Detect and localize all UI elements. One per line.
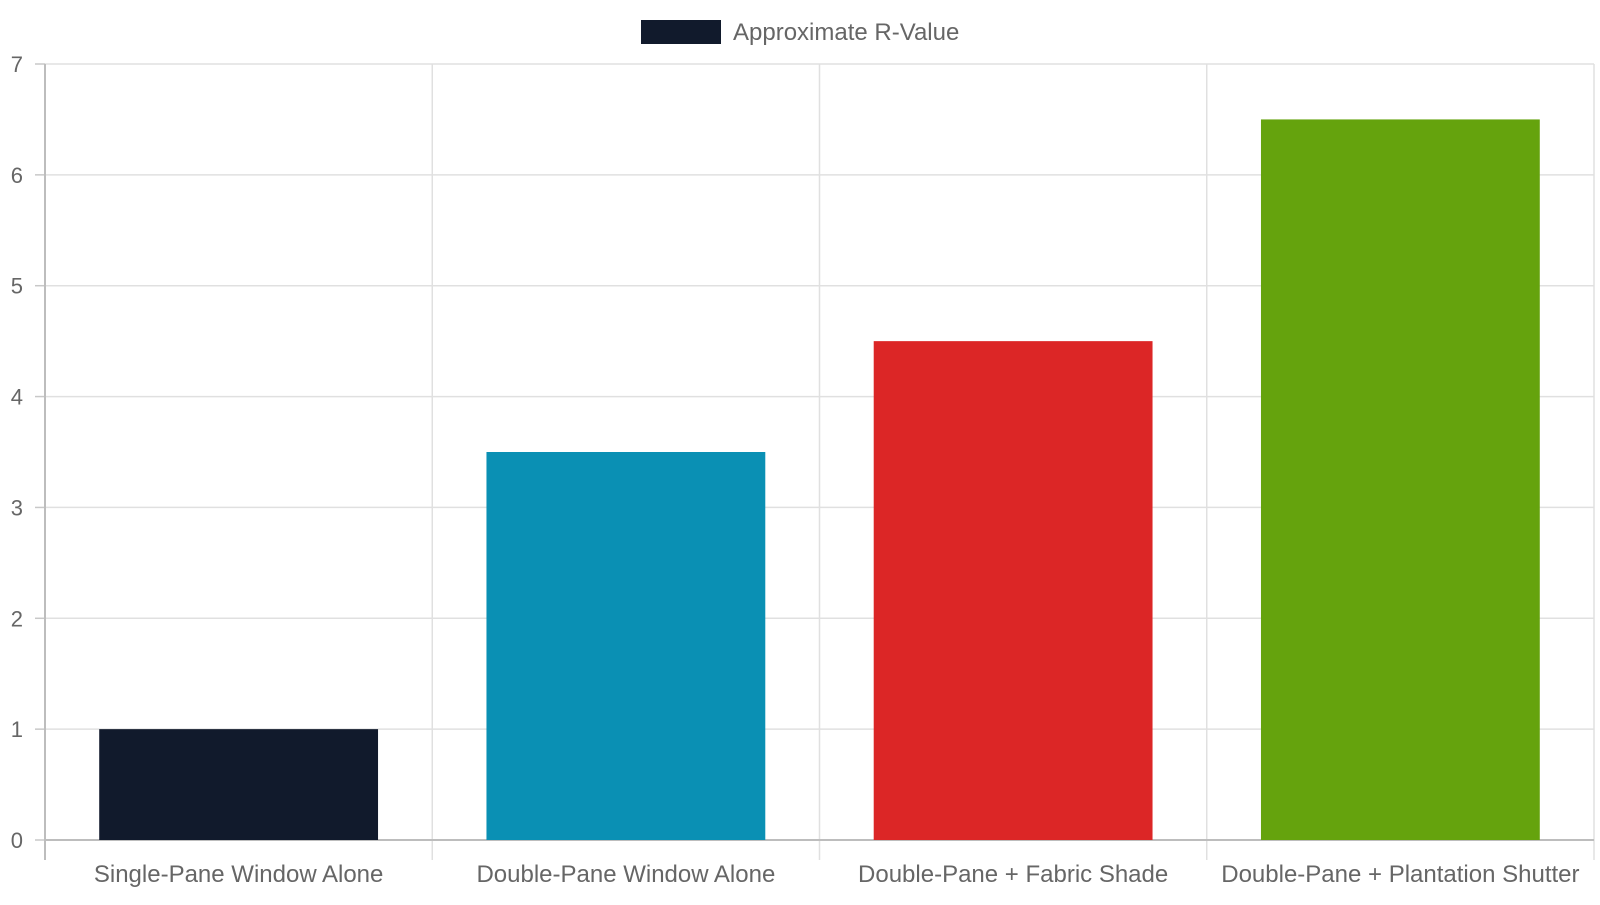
legend-swatch: [641, 20, 721, 44]
legend[interactable]: Approximate R-Value: [641, 19, 959, 46]
bars: [99, 119, 1540, 840]
x-tick-label: Single-Pane Window Alone: [94, 861, 384, 888]
y-tick-label: 1: [11, 717, 23, 742]
bar[interactable]: [99, 729, 379, 840]
legend-label: Approximate R-Value: [733, 19, 959, 46]
y-tick-label: 5: [11, 274, 23, 299]
y-tick-label: 4: [11, 385, 23, 410]
x-axis-tick-labels: Single-Pane Window Alone Double-Pane Wind…: [94, 861, 1580, 888]
x-tick-label: Double-Pane + Plantation Shutter: [1221, 861, 1579, 888]
x-tick-label: Double-Pane + Fabric Shade: [858, 861, 1168, 888]
y-tick-label: 3: [11, 495, 23, 520]
y-tick-label: 2: [11, 606, 23, 631]
y-axis-tick-labels: 0 1 2 3 4 5 6 7: [11, 52, 23, 853]
bar[interactable]: [873, 341, 1153, 840]
bar[interactable]: [486, 452, 766, 840]
gridlines: [45, 63, 1595, 860]
y-tick-label: 6: [11, 163, 23, 188]
y-tick-label: 7: [11, 52, 23, 77]
y-tick-label: 0: [11, 828, 23, 853]
x-tick-label: Double-Pane Window Alone: [476, 861, 775, 888]
bar[interactable]: [1260, 119, 1540, 840]
